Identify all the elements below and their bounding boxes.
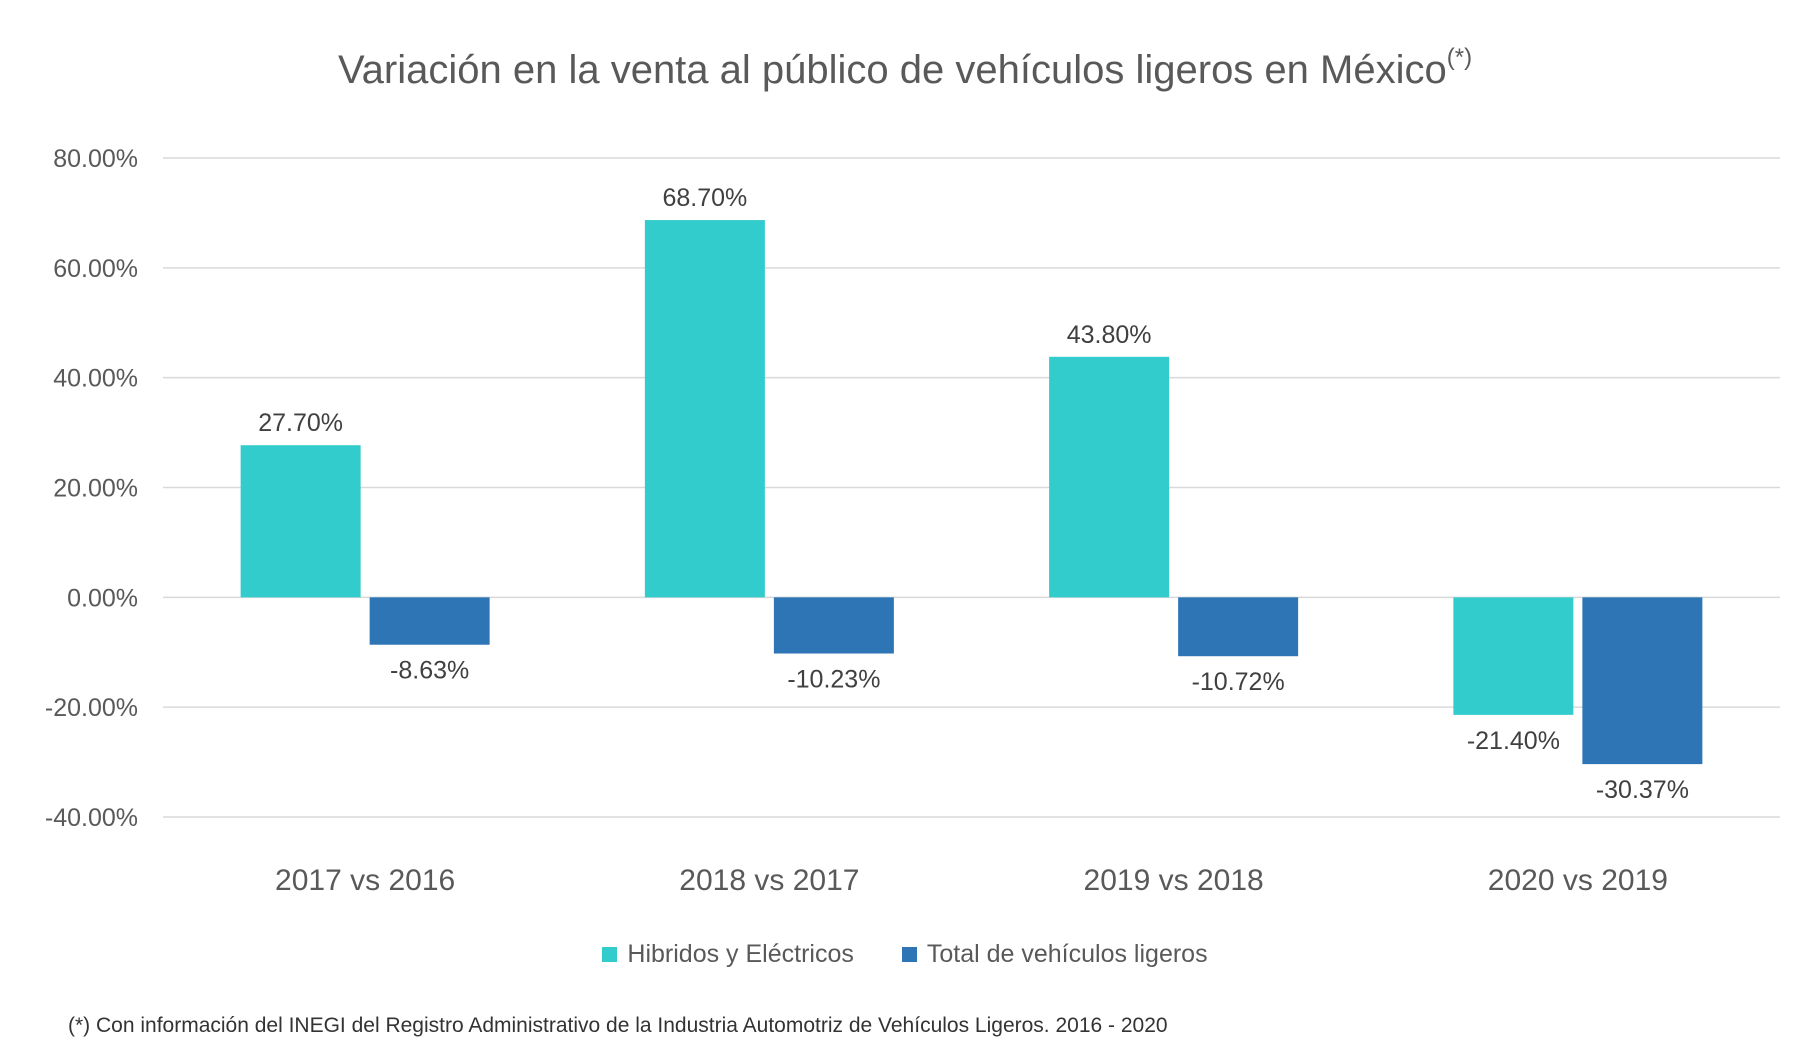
y-tick-label: 0.00% — [67, 584, 138, 612]
legend-swatch — [901, 947, 917, 962]
data-label: -21.40% — [1467, 727, 1560, 755]
legend-label: Total de vehículos ligeros — [926, 940, 1208, 968]
data-label: -10.72% — [1192, 668, 1285, 696]
chart-title: Variación en la venta al público de vehí… — [0, 44, 1810, 93]
bar-total — [773, 597, 894, 654]
data-label: -8.63% — [390, 657, 469, 685]
bar-hibridos — [644, 220, 765, 598]
x-tick-label: 2017 vs 2016 — [275, 864, 455, 897]
data-label: 27.70% — [258, 409, 343, 437]
chart-title-superscript: (*) — [1446, 44, 1473, 71]
x-tick-label: 2019 vs 2018 — [1084, 864, 1264, 897]
bar-total — [1582, 597, 1703, 765]
y-axis-ticks: 80.00% 60.00% 40.00% 20.00% 0.00% -20.00% -40.… — [45, 145, 138, 832]
y-tick-label: -40.00% — [45, 804, 138, 832]
x-tick-label: 2018 vs 2017 — [679, 864, 859, 897]
legend-item-hibridos[interactable]: Hibridos y Eléctricos — [602, 940, 854, 969]
data-labels: 27.70% -8.63% 68.70% -10.23% 43.80% -10.72% -2… — [258, 184, 1689, 804]
data-label: -10.23% — [787, 666, 880, 694]
data-label: 43.80% — [1067, 321, 1152, 349]
data-label: 68.70% — [662, 184, 747, 212]
bar-total — [1178, 597, 1299, 657]
legend-swatch — [602, 947, 618, 962]
y-tick-label: 40.00% — [53, 365, 138, 393]
bars — [240, 220, 1703, 765]
x-axis-ticks: 2017 vs 2016 2018 vs 2017 2019 vs 2018 2020… — [275, 864, 1668, 897]
bar-hibridos — [1049, 356, 1170, 598]
y-tick-label: 60.00% — [53, 255, 138, 283]
bar-hibridos — [1453, 597, 1574, 715]
y-tick-label: -20.00% — [45, 694, 138, 722]
legend: Hibridos y Eléctricos Total de vehículos… — [0, 940, 1810, 969]
y-tick-label: 20.00% — [53, 475, 138, 503]
bar-total — [369, 597, 490, 645]
legend-item-total[interactable]: Total de vehículos ligeros — [901, 940, 1208, 969]
data-label: -30.37% — [1596, 776, 1689, 804]
chart-title-text: Variación en la venta al público de vehí… — [337, 48, 1447, 92]
x-tick-label: 2020 vs 2019 — [1488, 864, 1668, 897]
footnote: (*) Con información del INEGI del Regist… — [68, 1014, 1168, 1037]
gridlines — [163, 157, 1780, 818]
bar-hibridos — [240, 445, 361, 598]
y-tick-label: 80.00% — [53, 145, 138, 173]
legend-label: Hibridos y Eléctricos — [627, 940, 854, 968]
